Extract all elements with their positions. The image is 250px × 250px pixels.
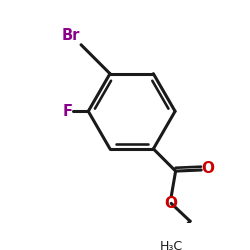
Text: F: F [62,104,72,119]
Text: Br: Br [62,28,80,43]
Text: O: O [201,162,214,176]
Text: O: O [165,196,178,211]
Text: H₃C: H₃C [160,240,183,250]
